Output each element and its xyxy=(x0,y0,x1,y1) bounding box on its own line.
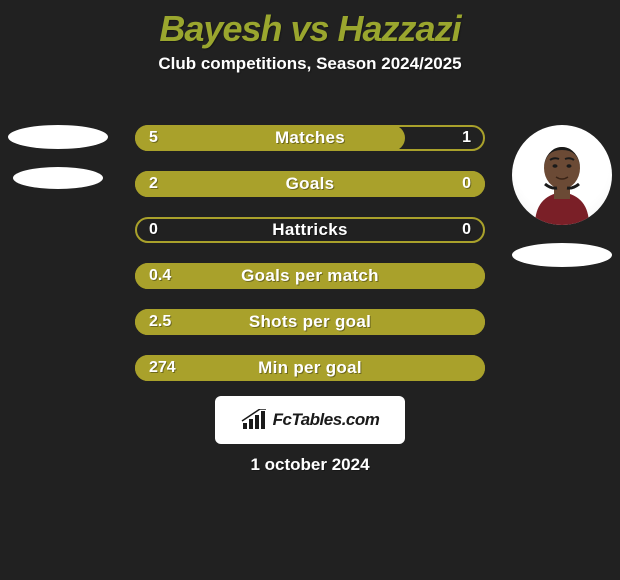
stat-label: Goals per match xyxy=(135,263,485,289)
stat-bars: 51Matches 20Goals 00Hattricks 0.4Goals per … xyxy=(135,125,485,381)
player-left-column xyxy=(8,125,108,189)
attribution-text: FcTables.com xyxy=(273,410,380,430)
stat-label: Hattricks xyxy=(135,217,485,243)
player-right-column xyxy=(512,125,612,267)
page-title: Bayesh vs Hazzazi xyxy=(0,0,620,50)
attribution-badge: FcTables.com xyxy=(215,396,405,444)
stat-label: Min per goal xyxy=(135,355,485,381)
stat-row: 274Min per goal xyxy=(135,355,485,381)
stat-label: Goals xyxy=(135,171,485,197)
subtitle: Club competitions, Season 2024/2025 xyxy=(0,54,620,74)
avatar-left-ellipse-2 xyxy=(13,167,103,189)
stat-label: Matches xyxy=(135,125,485,151)
stat-row: 2.5Shots per goal xyxy=(135,309,485,335)
comparison-infographic: Bayesh vs Hazzazi Club competitions, Sea… xyxy=(0,0,620,580)
stat-row: 00Hattricks xyxy=(135,217,485,243)
chart-icon xyxy=(241,409,267,431)
stat-row: 0.4Goals per match xyxy=(135,263,485,289)
stat-row: 20Goals xyxy=(135,171,485,197)
avatar-right-ellipse xyxy=(512,243,612,267)
stat-row: 51Matches xyxy=(135,125,485,151)
date-label: 1 october 2024 xyxy=(0,455,620,475)
avatar-left-ellipse-1 xyxy=(8,125,108,149)
avatar-right-circle xyxy=(512,125,612,225)
stat-label: Shots per goal xyxy=(135,309,485,335)
player-photo-icon xyxy=(527,140,597,225)
